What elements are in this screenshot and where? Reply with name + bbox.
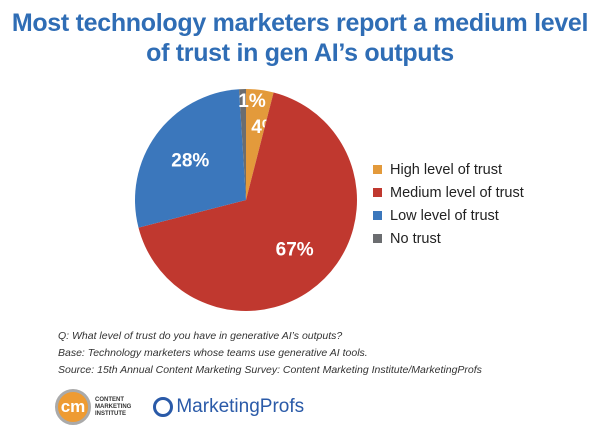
chart-title: Most technology marketers report a mediu…: [11, 9, 589, 67]
legend-label: No trust: [390, 230, 441, 247]
cmi-logo-text: CONTENT MARKETING INSTITUTE: [95, 396, 132, 417]
legend-item: Low level of trust: [373, 204, 524, 227]
marketingprofs-logo: MarketingProfs: [153, 396, 304, 418]
marketingprofs-text: MarketingProfs: [176, 396, 305, 417]
data-label: 28%: [171, 151, 209, 172]
legend-swatch: [373, 188, 382, 197]
legend-item: No trust: [373, 227, 524, 250]
data-label: 67%: [276, 240, 314, 261]
footnotes: Q: What level of trust do you have in ge…: [58, 328, 482, 379]
base-note: Base: Technology marketers whose teams u…: [58, 347, 368, 359]
pie-slice-medium-level-of-trust: [138, 92, 357, 311]
legend-swatch: [373, 165, 382, 174]
legend-item: Medium level of trust: [373, 181, 524, 204]
legend-item: High level of trust: [373, 158, 524, 181]
legend-swatch: [373, 234, 382, 243]
legend-label: Low level of trust: [390, 207, 499, 224]
question-note: Q: What level of trust do you have in ge…: [58, 330, 343, 342]
marketingprofs-icon: [153, 397, 174, 417]
legend-label: Medium level of trust: [390, 184, 524, 201]
logos: cm CONTENT MARKETING INSTITUTE MarketingPr…: [55, 389, 304, 425]
legend-swatch: [373, 211, 382, 220]
pie-slice-low-level-of-trust: [135, 89, 246, 228]
pie-slice-high-level-of-trust: [246, 89, 274, 200]
legend-label: High level of trust: [390, 161, 503, 178]
pie-slice-no-trust: [239, 89, 246, 200]
source-note: Source: 15th Annual Content Marketing Su…: [58, 364, 482, 376]
legend: High level of trust Medium level of trust…: [373, 158, 524, 250]
cmi-logo: cm: [55, 389, 91, 425]
data-label: 1%: [238, 91, 266, 112]
